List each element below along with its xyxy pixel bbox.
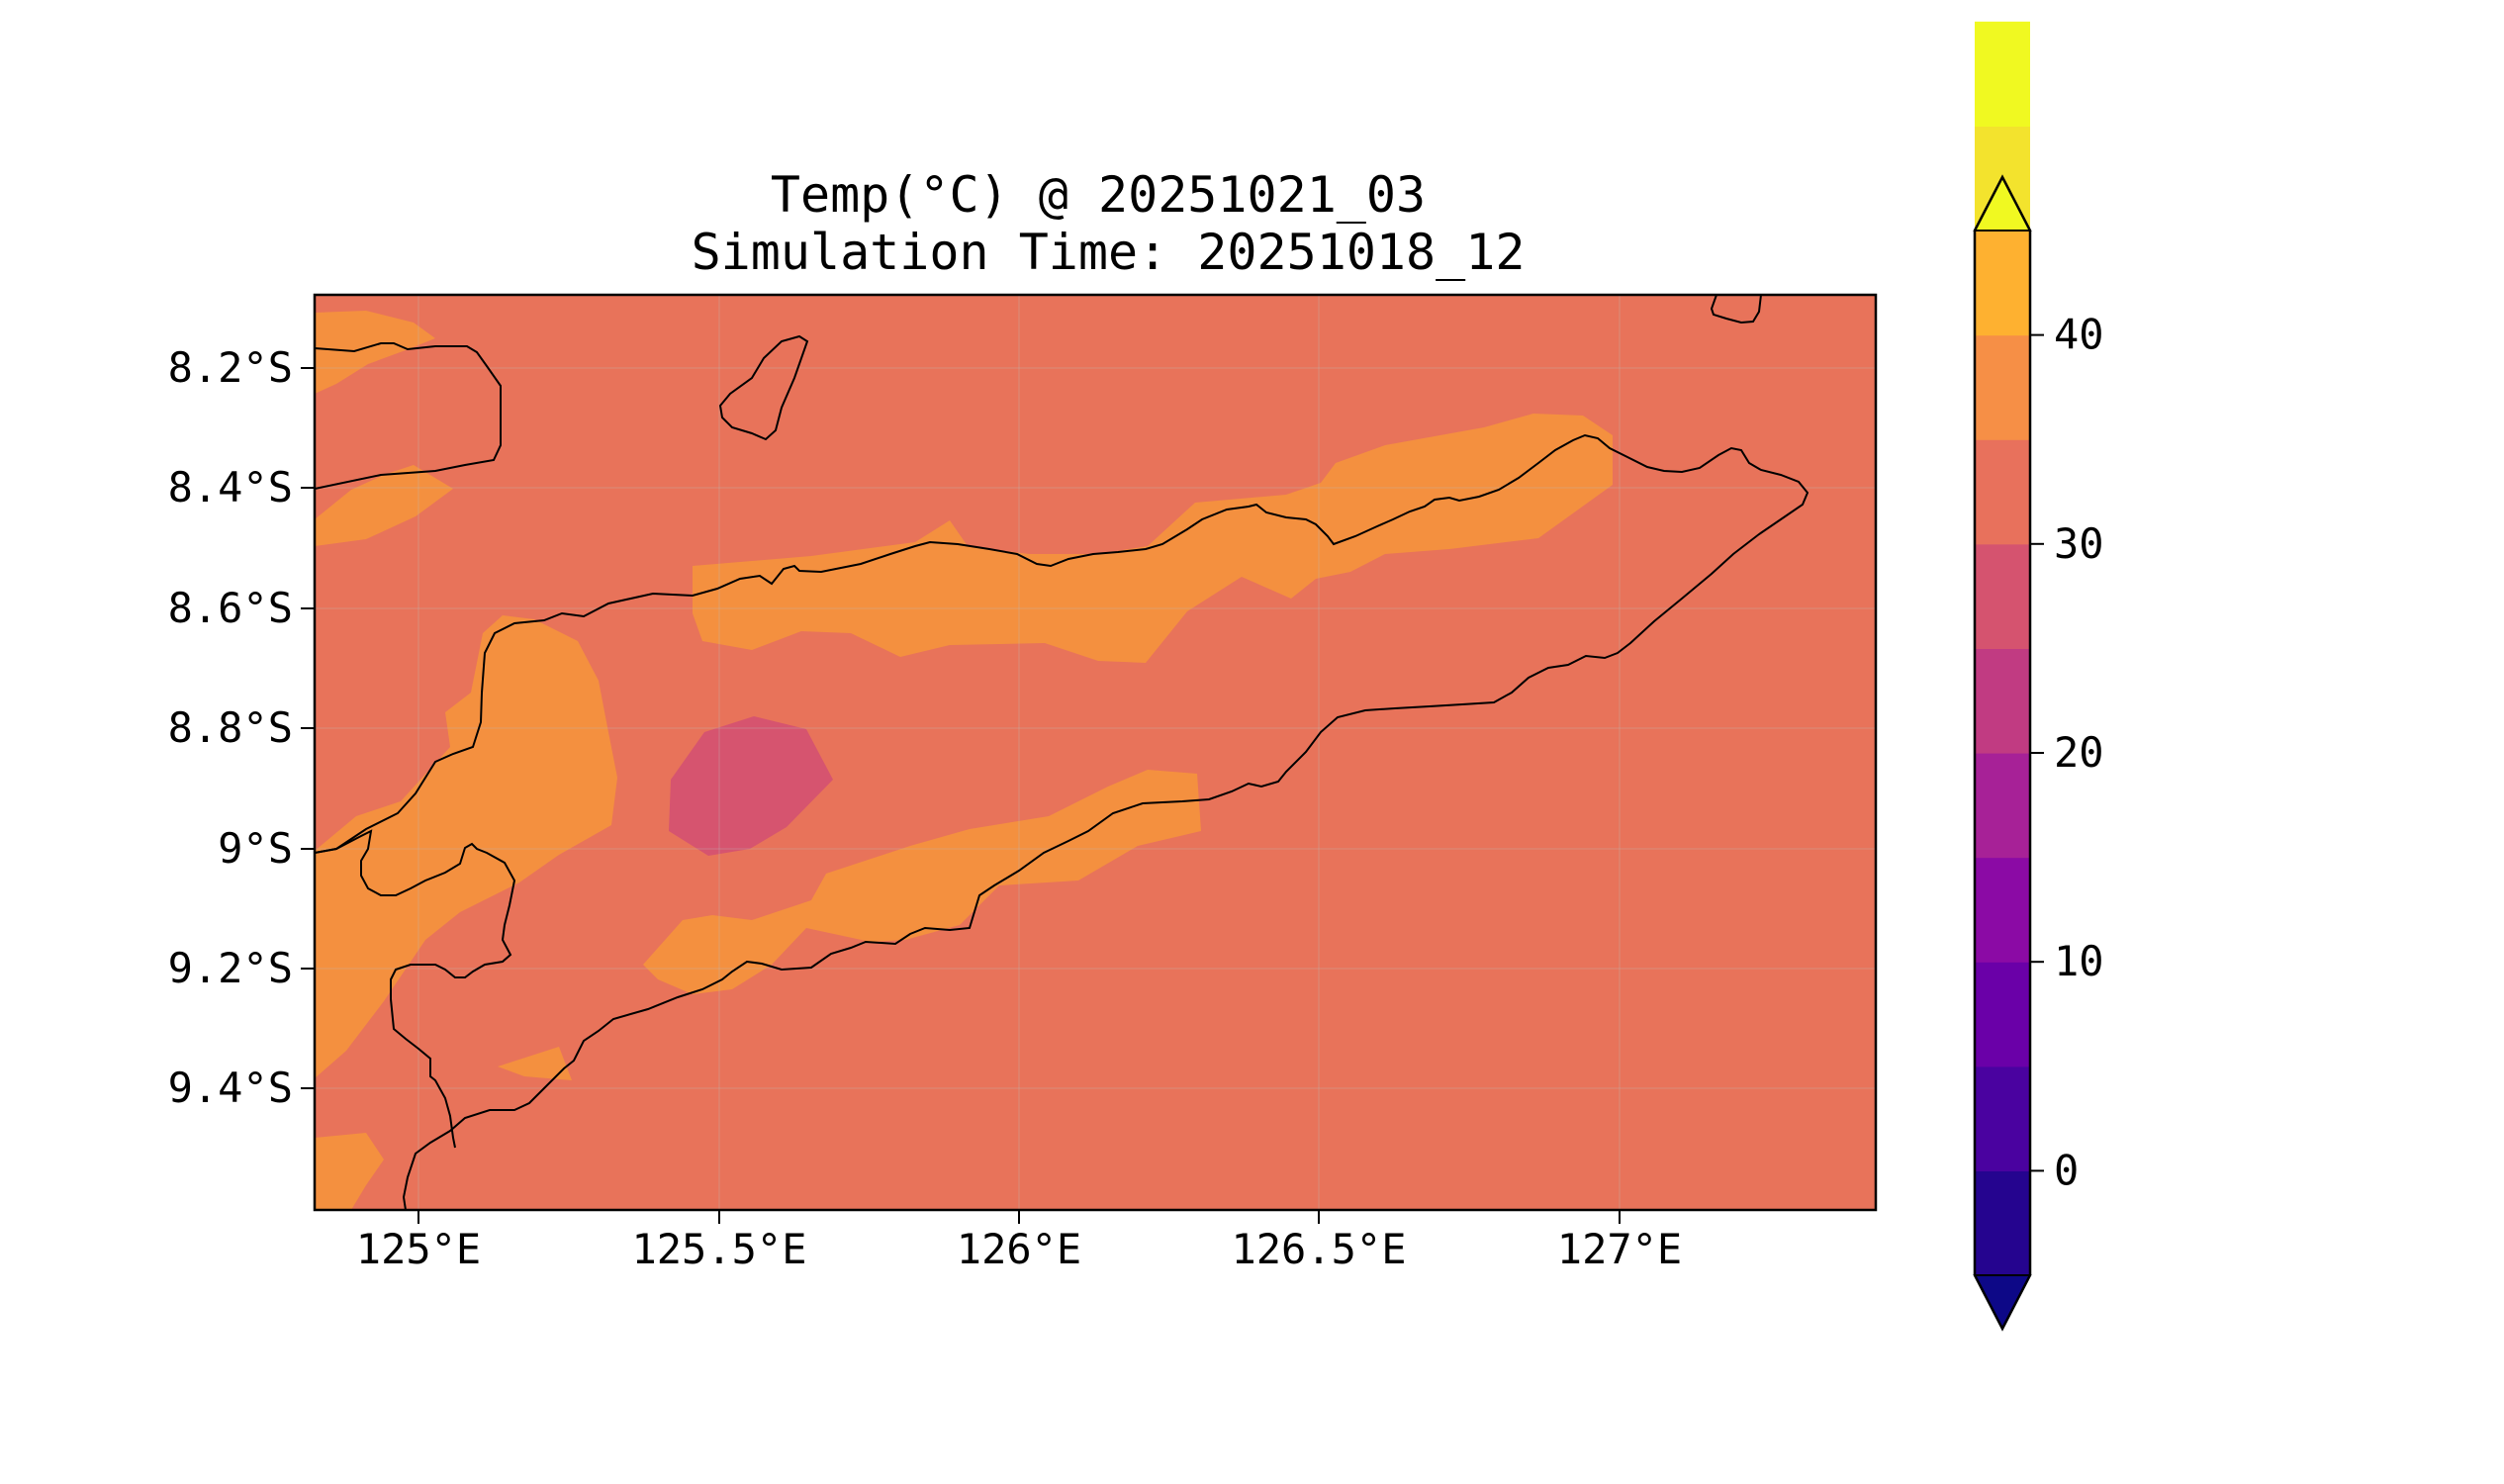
map-panel [315,295,1876,1210]
gridlines [315,295,1876,1210]
x-tick-label: 127°E [1557,1225,1682,1273]
colorbar-segment [1975,648,2030,754]
y-tick-label: 9°S [218,824,293,873]
coastline-northeast-islet [1710,295,1762,325]
colorbar-segment [1975,439,2030,545]
colorbar-segment [1975,962,2030,1067]
x-tick-marks [417,1210,1621,1224]
coastlines [315,295,1809,1210]
map-title-line1: Temp(°C) @ 20251021_03 [771,166,1426,224]
colorbar-ticks: 0 10 20 30 40 [2030,311,2104,1194]
cool-patch-20-25 [669,716,833,856]
x-tick-labels: 125°E 125.5°E 126°E 126.5°E 127°E [356,1225,1682,1273]
x-tick-label: 126°E [957,1225,1081,1273]
colorbar-segment [1975,1066,2030,1171]
colorbar-tick-label: 20 [2054,728,2104,777]
colorbar-segment [1975,753,2030,859]
colorbar-segment [1975,231,2030,336]
y-tick-label: 8.8°S [168,703,293,752]
x-tick-label: 125.5°E [631,1225,806,1273]
colorbar: 0 10 20 30 40 [1973,21,2104,1332]
x-tick-label: 125°E [356,1225,481,1273]
colorbar-segment [1975,857,2030,963]
colorbar-tick-label: 0 [2054,1146,2079,1194]
warm-band-west-small [315,465,453,546]
colorbar-tick-label: 10 [2054,937,2104,985]
colorbar-under-arrow [1973,1274,2032,1332]
warm-band-southwest [315,1133,384,1210]
warm-band-north-coast [693,414,1613,663]
coastline-wetar-island [315,342,502,490]
colorbar-segment [1975,21,2030,127]
colorbar-segment [1975,334,2030,440]
coastline-border-west [315,829,516,1149]
y-tick-label: 9.2°S [168,944,293,992]
colorbar-tick-label: 40 [2054,311,2104,359]
warm-band-south-central [643,770,1201,994]
colorbar-tick-label: 30 [2054,519,2104,568]
x-tick-label: 126.5°E [1231,1225,1406,1273]
y-tick-labels: 8.2°S 8.4°S 8.6°S 8.8°S 9°S 9.2°S 9.4°S [168,343,293,1112]
coastline-timor-north [315,433,1809,1210]
y-tick-label: 8.2°S [168,343,293,392]
y-tick-label: 8.4°S [168,463,293,511]
warm-band-south-small [498,1047,572,1080]
y-tick-label: 9.4°S [168,1064,293,1112]
map-title-line2: Simulation Time: 20251018_12 [692,224,1526,281]
y-tick-marks [301,367,315,1089]
colorbar-segment [1975,543,2030,649]
colorbar-outline [1973,174,2032,1332]
warm-band-northwest [315,311,435,394]
map-frame [313,293,1878,1212]
coastline-atauro-island [718,334,809,441]
y-tick-label: 8.6°S [168,584,293,632]
colorbar-segment [1975,1170,2030,1276]
